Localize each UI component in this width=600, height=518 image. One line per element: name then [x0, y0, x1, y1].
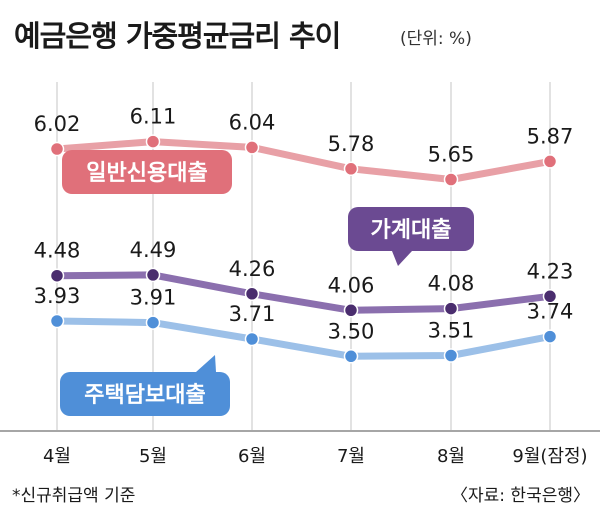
data-point — [49, 268, 65, 283]
data-label: 3.50 — [328, 319, 375, 343]
source-note: 〈자료: 한국은행〉 — [451, 486, 590, 506]
data-point — [244, 286, 260, 302]
data-label: 5.87 — [527, 124, 574, 148]
data-label: 4.48 — [34, 239, 81, 263]
legend-box — [60, 372, 230, 416]
chart-title: 예금은행 가중평균금리 추이 — [14, 19, 340, 53]
series-0: 6.02 6.11 6.04 5.78 5.65 5.87 — [34, 105, 574, 187]
x-tick-label: 9월(잠정) — [512, 446, 587, 467]
data-label: 6.02 — [34, 112, 81, 136]
data-point — [49, 313, 65, 329]
legend-callout: 일반신용대출 — [62, 150, 232, 194]
data-label: 5.78 — [328, 132, 375, 156]
x-tick-label: 4월 — [43, 446, 71, 467]
data-label: 4.26 — [229, 257, 276, 281]
data-label: 6.11 — [130, 105, 177, 129]
legend-label: 주택담보대출 — [84, 383, 205, 408]
x-axis: 4월 5월 6월 7월 8월 9월(잠정) — [0, 430, 600, 467]
data-label: 6.04 — [229, 110, 276, 134]
x-tick-label: 7월 — [337, 446, 365, 467]
data-point — [145, 134, 161, 149]
data-point — [145, 267, 161, 283]
series-line — [53, 271, 554, 314]
data-point — [443, 348, 459, 363]
legend-callout: 가계대출 — [348, 207, 474, 266]
x-tick-label: 6월 — [238, 446, 266, 467]
data-point — [343, 161, 359, 177]
data-point — [343, 303, 359, 318]
data-label: 4.23 — [527, 259, 574, 283]
data-label: 4.49 — [130, 238, 177, 262]
data-point — [542, 329, 558, 344]
data-point — [343, 349, 359, 364]
x-tick-label: 5월 — [139, 446, 167, 467]
data-point — [443, 172, 459, 187]
legend-callout: 주택담보대출 — [60, 355, 230, 416]
data-label: 3.71 — [229, 302, 276, 326]
data-label: 4.06 — [328, 273, 375, 297]
legend-box — [348, 207, 474, 251]
data-point — [244, 140, 260, 155]
series-1: 4.48 4.49 4.26 4.06 4.08 4.23 — [34, 238, 574, 318]
data-label: 4.08 — [428, 272, 475, 296]
series-lines: 6.02 6.11 6.04 5.78 5.65 5.87 4.48 4.49 4.26 4.06… — [34, 105, 574, 364]
legend-box — [62, 150, 232, 194]
data-point — [542, 154, 558, 169]
series-line — [53, 317, 554, 360]
data-point — [244, 331, 260, 347]
data-label: 5.65 — [428, 143, 475, 167]
unit-label: (단위: %) — [400, 29, 472, 49]
data-label: 3.93 — [34, 284, 81, 308]
callout-tail — [196, 355, 216, 372]
data-point — [542, 289, 558, 304]
series-line — [53, 138, 554, 183]
callout-tail — [392, 251, 412, 266]
x-tick-label: 8월 — [437, 446, 465, 467]
data-point — [145, 315, 161, 330]
legend-label: 가계대출 — [371, 218, 452, 243]
footnote: *신규취급액 기준 — [12, 486, 135, 506]
legend-label: 일반신용대출 — [86, 161, 207, 186]
data-point — [49, 141, 65, 157]
data-label: 3.91 — [130, 286, 177, 310]
series-2: 3.93 3.91 3.71 3.50 3.51 3.74 — [34, 284, 574, 364]
data-label: 3.74 — [527, 300, 574, 324]
data-label: 3.51 — [428, 319, 475, 343]
data-point — [443, 301, 459, 316]
